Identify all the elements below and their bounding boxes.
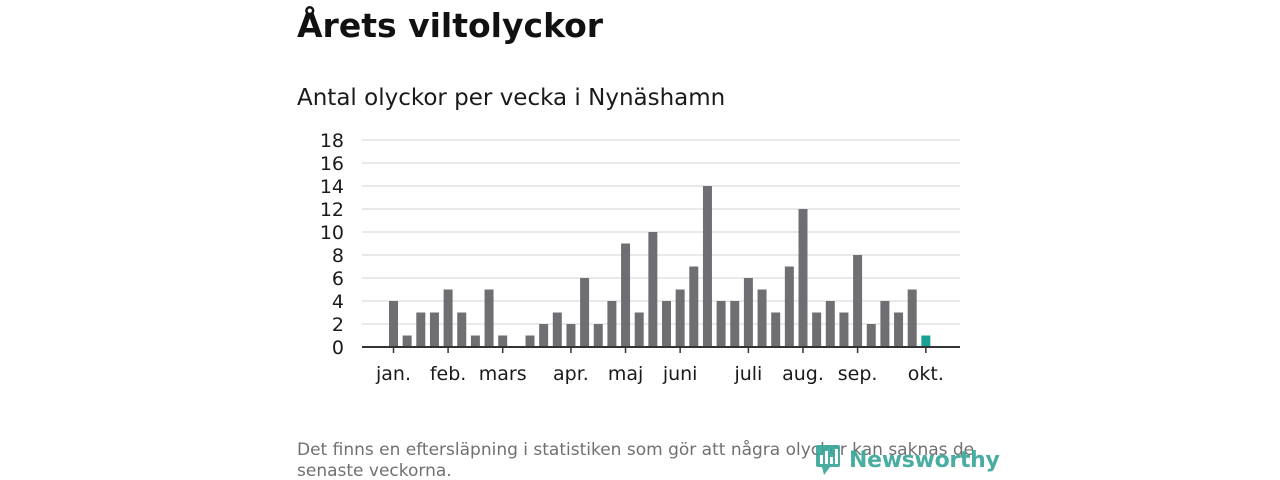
bar [866,324,876,347]
x-tick-label: mars [479,363,527,385]
y-tick-label: 16 [320,153,344,175]
bar [552,312,562,347]
bar [825,301,835,347]
bar [702,186,712,347]
bar [634,312,644,347]
data-label: 1 [934,0,944,4]
bar [402,335,412,347]
footnote: Det finns en eftersläpning i statistiken… [297,440,975,480]
bar [730,301,740,347]
bar [757,289,767,347]
bar [798,209,808,347]
bar [839,312,849,347]
y-tick-label: 18 [320,130,344,152]
newsworthy-logo: Newsworthy [815,442,1000,478]
bar [675,289,685,347]
logo-text: Newsworthy [849,447,1000,473]
bar [484,289,494,347]
bar [853,255,863,347]
y-tick-label: 10 [320,222,344,244]
bar [921,335,931,347]
bar [457,312,467,347]
bar [389,301,398,347]
bar [470,335,480,347]
bar [784,266,794,347]
x-tick-label: juli [733,363,762,385]
bar [689,266,699,347]
x-tick-label: jan. [375,363,411,385]
bar [907,289,917,347]
bar [566,324,576,347]
y-tick-label: 4 [332,291,344,313]
x-tick-label: apr. [553,363,589,385]
bar [880,301,890,347]
bar [662,301,671,347]
bar [429,312,439,347]
x-tick-label: juni [662,363,698,385]
page-title: Årets viltolyckor [297,6,604,45]
y-tick-label: 12 [320,199,344,221]
bar [894,312,904,347]
data-labels: 1 [934,0,944,4]
bar [607,301,617,347]
bar [416,312,426,347]
bar [812,312,822,347]
newsworthy-logo-icon [816,445,840,475]
bars [389,186,931,347]
x-tick-label: sep. [838,363,878,385]
chart-subtitle: Antal olyckor per vecka i Nynäshamn [297,85,726,111]
x-tick-label: aug. [782,363,824,385]
bar [648,232,658,347]
bar [498,335,508,347]
bar [771,312,781,347]
y-tick-label: 0 [332,337,344,359]
x-tick-label: feb. [430,363,466,385]
bar [539,324,549,347]
x-tick-label: okt. [908,363,944,385]
chart-card: Årets viltolyckor Antal olyckor per veck… [297,0,1000,480]
bar [743,278,753,347]
bar [621,243,631,347]
bar [716,301,726,347]
y-tick-label: 14 [320,176,344,198]
bar [443,289,453,347]
x-axis-ticks: jan. feb. mars apr. maj juni juli aug. sep. okt. [375,347,944,385]
y-tick-label: 6 [332,268,344,290]
x-tick-label: maj [608,363,643,385]
bar [525,335,535,347]
bar [593,324,603,347]
bar [580,278,590,347]
y-tick-label: 8 [332,245,344,267]
y-tick-label: 2 [332,314,344,336]
